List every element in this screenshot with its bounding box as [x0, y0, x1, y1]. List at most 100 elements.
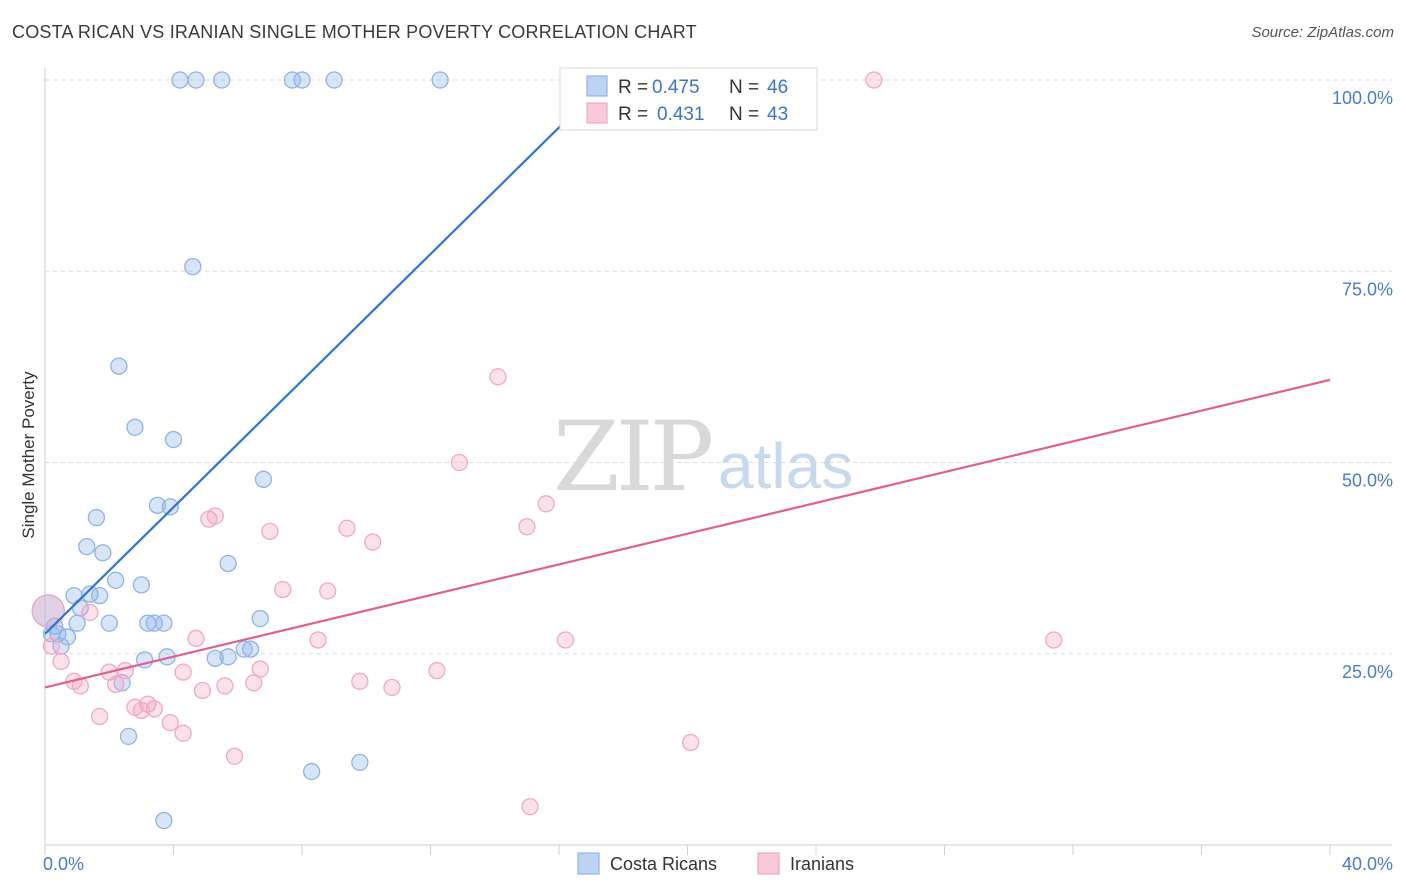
point-costa-ricans-27	[161, 498, 179, 516]
point-costa-ricans-37	[235, 640, 253, 658]
legend-r-value-2: 0.431	[657, 104, 705, 125]
chart-source: Source: ZipAtlas.com	[1251, 24, 1394, 41]
legend-n-value-2: 43	[767, 104, 788, 125]
point-costa-ricans-46	[155, 811, 173, 830]
watermark: ZIP atlas	[553, 401, 853, 513]
point-iranians-32	[383, 678, 401, 697]
point-iranians-31	[364, 533, 382, 551]
bottom-legend-costa-ricans: Costa Ricans	[610, 854, 717, 874]
point-costa-ricans-42	[302, 762, 321, 781]
point-costa-ricans-39	[254, 470, 273, 488]
point-iranians-2	[52, 652, 70, 671]
point-iranians-18	[193, 681, 212, 700]
trend-line-costa-ricans	[44, 79, 608, 635]
point-iranians-21	[216, 677, 234, 695]
point-iranians-38	[537, 495, 555, 513]
grid-lines	[45, 79, 1392, 655]
legend-swatch-costa-ricans	[586, 75, 608, 97]
y-tick-label-1: 50.0%	[1342, 471, 1393, 491]
point-costa-ricans-40	[293, 71, 311, 89]
x-tick-label-1: 40.0%	[1342, 854, 1393, 874]
x-tick-label-0: 0.0%	[43, 854, 84, 874]
point-costa-ricans-29	[171, 71, 189, 89]
point-costa-ricans-5	[58, 628, 77, 646]
point-iranians-36	[518, 518, 536, 536]
point-iranians-40	[682, 733, 700, 752]
point-iranians-29	[338, 519, 356, 537]
bottom-legend-iranians: Iranians	[790, 854, 854, 874]
point-iranians-27	[309, 631, 327, 649]
legend-r-label-1: R =	[618, 77, 648, 98]
point-costa-ricans-32	[213, 71, 231, 89]
point-iranians-20	[206, 507, 224, 525]
point-costa-ricans-9	[78, 538, 96, 556]
legend-top: R = 0.475 N = 46 R = 0.431 N = 43	[559, 67, 818, 131]
x-tick-labels: 0.0% 40.0%	[43, 854, 1393, 874]
axes	[44, 68, 1392, 855]
point-iranians-37	[521, 798, 539, 816]
point-costa-ricans-11	[87, 508, 106, 527]
point-iranians-39	[556, 631, 575, 649]
chart-title: COSTA RICAN VS IRANIAN SINGLE MOTHER POV…	[12, 22, 697, 42]
point-costa-ricans-33	[219, 648, 237, 666]
point-iranians-33	[428, 661, 446, 680]
point-iranians-15	[174, 724, 192, 742]
bottom-legend-swatch-iranians	[757, 852, 780, 875]
point-costa-ricans-30	[184, 258, 202, 276]
trend-lines	[44, 79, 1331, 689]
point-costa-ricans-4	[52, 637, 70, 655]
watermark-zip: ZIP	[553, 401, 712, 513]
point-costa-ricans-16	[110, 357, 128, 375]
legend-n-label-1: N =	[729, 77, 759, 98]
legend-n-value-1: 46	[767, 77, 788, 98]
point-iranians-14	[161, 713, 179, 732]
data-points	[31, 71, 1063, 830]
point-costa-ricans-31	[187, 71, 205, 89]
point-costa-ricans-36	[241, 640, 260, 658]
point-costa-ricans-28	[164, 430, 183, 449]
point-costa-ricans-25	[155, 614, 173, 632]
y-tick-label-2: 75.0%	[1342, 279, 1393, 299]
point-iranians-24	[251, 660, 269, 678]
point-iranians-34	[450, 453, 469, 472]
legend-r-label-2: R =	[618, 104, 648, 125]
point-iranians-35	[489, 368, 507, 386]
point-costa-ricans-24	[148, 496, 167, 514]
watermark-atlas: atlas	[718, 430, 853, 502]
point-iranians-0	[31, 594, 65, 628]
point-costa-ricans-23	[145, 614, 163, 632]
point-costa-ricans-20	[132, 576, 151, 594]
point-iranians-22	[225, 747, 244, 765]
point-costa-ricans-45	[431, 71, 449, 89]
y-tick-labels: 25.0% 50.0% 75.0% 100.0%	[1332, 88, 1393, 682]
point-costa-ricans-19	[126, 418, 144, 436]
point-costa-ricans-18	[119, 727, 138, 746]
point-iranians-28	[319, 582, 337, 600]
point-iranians-41	[865, 71, 883, 89]
y-tick-label-3: 100.0%	[1332, 88, 1393, 108]
legend-r-value-1: 0.475	[652, 77, 700, 98]
point-costa-ricans-43	[325, 71, 343, 89]
point-iranians-5	[81, 603, 99, 622]
trend-line-iranians	[44, 378, 1331, 689]
point-costa-ricans-38	[251, 609, 269, 628]
legend-bottom: Costa Ricans Iranians	[577, 852, 854, 875]
point-costa-ricans-15	[107, 571, 125, 589]
point-iranians-30	[351, 672, 369, 690]
point-iranians-25	[261, 522, 279, 540]
point-iranians-13	[145, 700, 163, 718]
point-iranians-1	[42, 637, 61, 655]
legend-n-label-2: N =	[729, 104, 759, 125]
point-iranians-26	[274, 580, 292, 599]
point-costa-ricans-7	[68, 614, 86, 632]
point-costa-ricans-12	[90, 586, 109, 605]
legend-swatch-iranians	[586, 102, 608, 124]
point-iranians-42	[1045, 631, 1063, 649]
point-iranians-11	[132, 701, 151, 720]
point-iranians-16	[174, 663, 192, 681]
point-costa-ricans-41	[283, 71, 302, 89]
point-costa-ricans-34	[206, 649, 224, 667]
point-costa-ricans-13	[94, 544, 112, 562]
y-tick-label-0: 25.0%	[1342, 662, 1393, 682]
